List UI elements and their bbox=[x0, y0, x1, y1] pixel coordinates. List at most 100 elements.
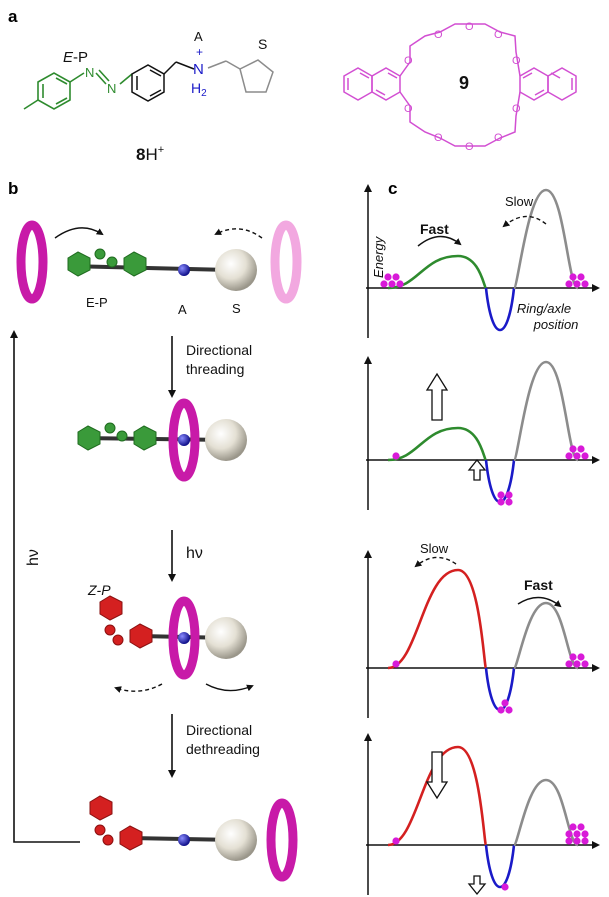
compound-8-label: 8H+ bbox=[136, 144, 164, 164]
x-axis-label-line1: Ring/axle bbox=[517, 301, 571, 316]
right-population-4-7 bbox=[577, 823, 585, 831]
state-1-dethreaded: E-P A S bbox=[16, 220, 302, 317]
fast-arrow-1 bbox=[417, 235, 462, 247]
well-population-2-2 bbox=[497, 491, 505, 499]
ep-label-a-prefix: E bbox=[63, 49, 74, 66]
a-label-b: A bbox=[178, 302, 187, 317]
ammonium-h2: H2 bbox=[191, 80, 207, 99]
s-label-structure: S bbox=[258, 36, 267, 52]
ep-unit-2 bbox=[77, 422, 157, 451]
right-barrier-3 bbox=[512, 601, 579, 670]
right-population-2-4 bbox=[577, 445, 585, 453]
central-benzene bbox=[131, 61, 195, 102]
crown-upper-chain bbox=[399, 23, 521, 77]
left-barrier-4 bbox=[387, 745, 488, 847]
threading-arrow bbox=[54, 227, 104, 239]
left-population-1-2 bbox=[396, 280, 404, 288]
ammonium-site-3 bbox=[178, 632, 190, 644]
right-population-1-1 bbox=[573, 280, 581, 288]
well-population-2-0 bbox=[497, 498, 505, 506]
crown-oxygens: O O O O O O O O O O bbox=[404, 21, 521, 153]
well-population-3-0 bbox=[497, 706, 505, 714]
step1-line2: threading bbox=[186, 361, 244, 377]
stopper-sphere-3 bbox=[205, 617, 247, 659]
panel-letter-c: c bbox=[388, 179, 397, 198]
right-population-1-4 bbox=[577, 273, 585, 281]
right-population-4-0 bbox=[565, 837, 573, 845]
stopper-sphere-1 bbox=[215, 249, 257, 291]
left-population-1-4 bbox=[392, 273, 400, 281]
slow-arrow-3 bbox=[414, 556, 457, 568]
slow-label-3: Slow bbox=[420, 541, 449, 556]
well-population-2-1 bbox=[505, 498, 513, 506]
ep-label-b: E-P bbox=[86, 295, 108, 310]
fast-rightward-arrow bbox=[205, 683, 254, 692]
panel-letter-b: b bbox=[8, 179, 18, 198]
open-arrows-2 bbox=[425, 372, 487, 481]
left-population-3-0 bbox=[392, 660, 400, 668]
side-hv-label: hν bbox=[25, 549, 42, 566]
cycle-return-arrow bbox=[10, 330, 80, 843]
left-barrier-3 bbox=[387, 568, 488, 670]
binding-well-4 bbox=[484, 844, 516, 889]
compound-8-number: 8 bbox=[136, 145, 145, 164]
slow-arrow-1 bbox=[502, 215, 547, 228]
well-population-3-1 bbox=[505, 706, 513, 714]
right-population-3-1 bbox=[573, 660, 581, 668]
panel-letter-a: a bbox=[8, 7, 18, 26]
right-population-1-3 bbox=[569, 273, 577, 281]
step3-line2: dethreading bbox=[186, 741, 260, 757]
azo-n1: N bbox=[85, 65, 94, 80]
left-population-4-0 bbox=[392, 837, 400, 845]
ammonium-plus: + bbox=[196, 45, 203, 59]
right-population-3-4 bbox=[577, 653, 585, 661]
cyclopentyl-stopper bbox=[207, 59, 274, 93]
crown-o7: O bbox=[434, 132, 443, 144]
right-population-4-3 bbox=[565, 830, 573, 838]
fast-label-3: Fast bbox=[524, 577, 553, 593]
ep-label-a: E-P bbox=[63, 49, 88, 66]
crown-o10: O bbox=[512, 103, 521, 115]
crown-o4: O bbox=[494, 29, 503, 41]
macrocycle-ring-4 bbox=[266, 798, 298, 882]
right-population-3-2 bbox=[581, 660, 589, 668]
state-3-z-isomer: Z-P bbox=[87, 582, 254, 693]
ammonium-n: N bbox=[193, 61, 204, 78]
well-population-4-0 bbox=[501, 883, 509, 891]
right-naphthalene-ring2 bbox=[547, 67, 577, 101]
macrocycle-ring-right-faded bbox=[270, 220, 302, 304]
ammonium-h-sub: 2 bbox=[201, 88, 207, 99]
left-naphthalene-ring2 bbox=[371, 67, 401, 101]
fast-label-1: Fast bbox=[420, 221, 449, 237]
open-up-arrow-large bbox=[425, 372, 449, 421]
crown-o9: O bbox=[494, 132, 503, 144]
slow-leftward-arrow bbox=[114, 683, 163, 693]
zp-label: Z-P bbox=[87, 582, 111, 598]
open-up-arrow-small bbox=[467, 458, 487, 481]
ammonium-site-2 bbox=[178, 434, 190, 446]
right-population-4-4 bbox=[573, 830, 581, 838]
step2-label: hν bbox=[186, 545, 203, 562]
ammonium-site-1 bbox=[178, 264, 190, 276]
well-population-3-2 bbox=[501, 699, 509, 707]
right-naphthalene-ring1 bbox=[519, 67, 549, 101]
left-population-2-0 bbox=[392, 452, 400, 460]
slow-label-1: Slow bbox=[505, 194, 534, 209]
zp-unit-4 bbox=[89, 795, 143, 851]
left-population-1-1 bbox=[388, 280, 396, 288]
right-population-2-2 bbox=[581, 452, 589, 460]
right-population-3-0 bbox=[565, 660, 573, 668]
y-axis-label: Energy bbox=[371, 235, 386, 278]
open-arrows-4 bbox=[425, 751, 487, 896]
compound-8-h: H bbox=[145, 145, 157, 164]
state-2-threaded bbox=[77, 398, 247, 482]
crown-o1: O bbox=[404, 55, 413, 67]
zp-unit-3 bbox=[99, 595, 153, 649]
right-population-4-6 bbox=[569, 823, 577, 831]
crown-lower-chain bbox=[399, 91, 521, 147]
ep-unit-1 bbox=[67, 248, 147, 277]
open-down-arrow-small bbox=[467, 875, 487, 896]
binding-well-1 bbox=[484, 287, 516, 332]
crown-o5: O bbox=[512, 55, 521, 67]
